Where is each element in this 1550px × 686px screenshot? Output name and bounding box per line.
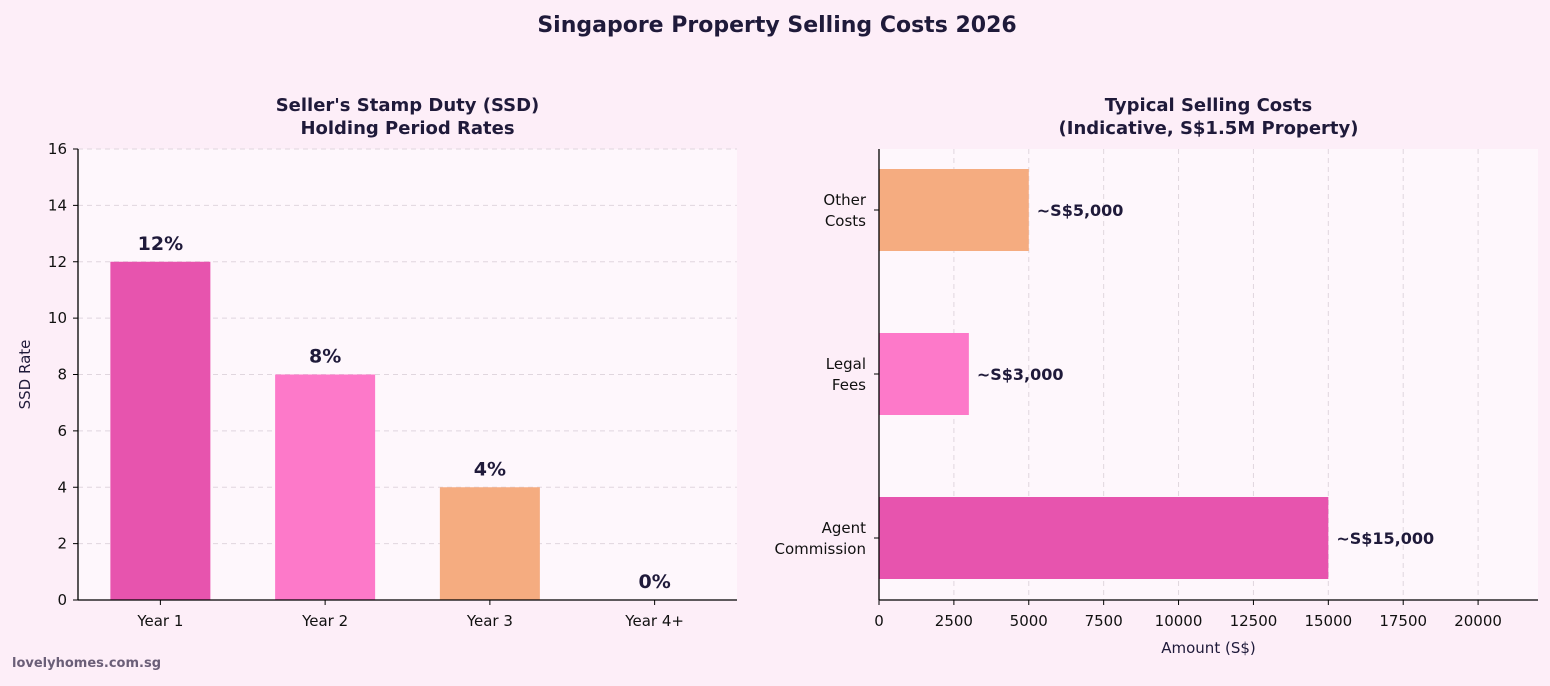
bar <box>439 487 540 600</box>
y-tick-label: 4 <box>57 478 67 496</box>
y-tick-label: 16 <box>48 140 67 158</box>
bar <box>879 497 1329 579</box>
x-tick-label: 5000 <box>1010 612 1048 630</box>
y-tick-label: Legal <box>826 355 866 373</box>
x-tick-label: 0 <box>874 612 884 630</box>
x-tick-label: Year 3 <box>466 612 513 630</box>
y-tick-label: 0 <box>57 591 67 609</box>
y-tick-label: Commission <box>774 540 866 558</box>
x-tick-label: 15000 <box>1304 612 1352 630</box>
y-tick-label: 6 <box>57 422 67 440</box>
data-label: 0% <box>638 571 670 593</box>
ssd-chart: Seller's Stamp Duty (SSD)Holding Period … <box>16 95 737 630</box>
y-tick-label: 2 <box>57 535 67 553</box>
y-axis-label: SSD Rate <box>16 340 34 410</box>
selling-costs-chart: Typical Selling Costs(Indicative, S$1.5M… <box>774 95 1538 657</box>
figure-title: Singapore Property Selling Costs 2026 <box>537 13 1016 38</box>
subplot-title: Typical Selling Costs <box>1105 95 1312 116</box>
y-tick-label: 12 <box>48 253 67 271</box>
x-tick-label: 7500 <box>1085 612 1123 630</box>
watermark: lovelyhomes.com.sg <box>12 656 161 671</box>
data-label: 12% <box>138 233 183 255</box>
bar <box>879 333 969 415</box>
x-tick-label: Year 2 <box>301 612 348 630</box>
x-axis-label: Amount (S$) <box>1161 639 1255 657</box>
bar <box>879 169 1029 251</box>
y-tick-label: 14 <box>48 196 67 214</box>
x-tick-label: 20000 <box>1454 612 1502 630</box>
x-tick-label: Year 1 <box>136 612 183 630</box>
y-tick-label: Other <box>823 191 866 209</box>
subplot-title: Holding Period Rates <box>300 118 514 139</box>
data-label: ~S$5,000 <box>1037 201 1124 220</box>
subplot-title: (Indicative, S$1.5M Property) <box>1059 118 1359 139</box>
y-tick-label: Agent <box>822 519 867 537</box>
data-label: ~S$15,000 <box>1336 529 1434 548</box>
bar <box>275 374 376 600</box>
y-tick-label: 8 <box>57 366 67 384</box>
x-tick-label: 17500 <box>1379 612 1427 630</box>
y-tick-label: Costs <box>825 212 866 230</box>
data-label: 4% <box>474 458 506 480</box>
x-tick-label: 12500 <box>1230 612 1278 630</box>
x-tick-label: Year 4+ <box>624 612 684 630</box>
data-label: ~S$3,000 <box>977 365 1064 384</box>
data-label: 8% <box>309 346 341 368</box>
y-tick-label: Fees <box>832 376 866 394</box>
subplot-title: Seller's Stamp Duty (SSD) <box>276 95 540 116</box>
x-tick-label: 10000 <box>1155 612 1203 630</box>
bar <box>110 261 211 600</box>
y-tick-label: 10 <box>48 309 67 327</box>
x-tick-label: 2500 <box>935 612 973 630</box>
